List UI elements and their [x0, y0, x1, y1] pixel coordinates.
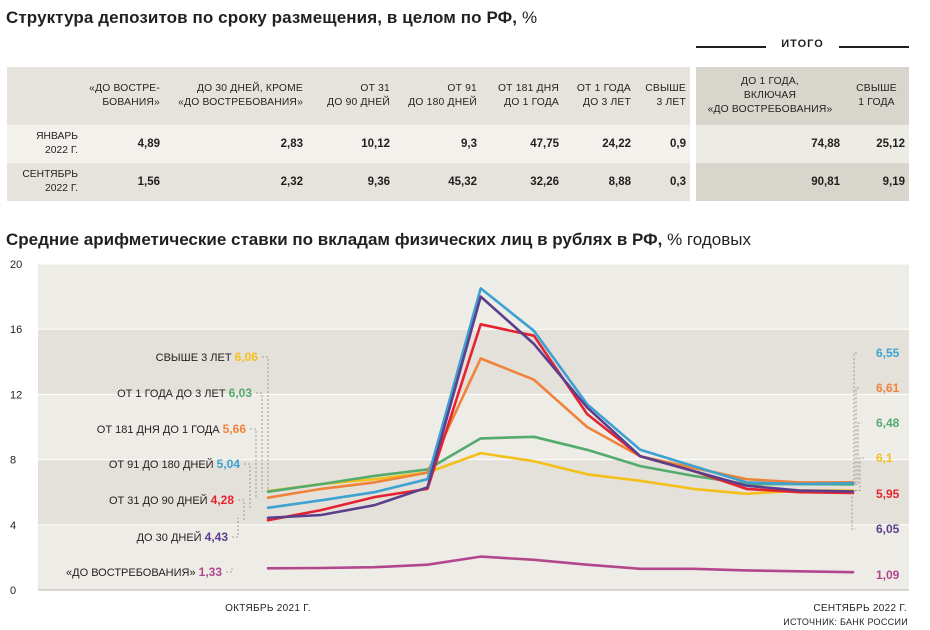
col-header: «До востре-бования» [82, 67, 164, 125]
table-cell: 24,22 [563, 125, 635, 163]
series-end-label: 1,09 [876, 568, 900, 582]
grid-band [38, 329, 909, 395]
col-header: От 91 до 180 дней [394, 67, 481, 125]
chart-title: Средние арифметические ставки по вкладам… [6, 230, 751, 249]
col-header: Свыше 1 года [844, 67, 909, 125]
series-label: СВЫШЕ 3 ЛЕТ 6,06 [156, 350, 259, 364]
series-line [266, 451, 855, 496]
itogo-header: ИТОГО [696, 38, 909, 54]
leader-line [851, 490, 856, 530]
series-label: ОТ 91 ДО 180 ДНЕЙ 5,04 [109, 457, 240, 471]
col-header: От 181 дня до 1 года [481, 67, 563, 125]
table-cell: 4,89 [82, 125, 164, 163]
y-tick-label: 12 [10, 389, 22, 401]
series-line [266, 435, 855, 493]
series-end-label: 6,1 [876, 451, 893, 465]
leader-line [262, 356, 269, 492]
leader-line [855, 422, 862, 485]
row-label: Сентябрь 2022 г. [7, 163, 82, 201]
table-cell: 9,3 [394, 125, 481, 163]
y-tick-label: 0 [10, 585, 16, 597]
col-header: До 1 года, включая «до востребования» [696, 67, 844, 125]
leader-line [226, 568, 233, 573]
y-tick-label: 16 [10, 324, 22, 336]
y-tick-label: 8 [10, 455, 16, 467]
deposit-structure-table: «До востре-бования» до 30 дней, кроме «до… [7, 67, 909, 201]
table-cell: 2,83 [164, 125, 307, 163]
leader-line [855, 387, 860, 483]
table-cell: 1,56 [82, 163, 164, 201]
col-header: От 1 года до 3 лет [563, 67, 635, 125]
table-cell: 2,32 [164, 163, 307, 201]
x-tick-label: СЕНТЯБРЬ 2022 Г. [813, 603, 907, 614]
table-cell: 0,9 [635, 125, 690, 163]
series-end-label: 6,61 [876, 381, 900, 395]
table-cell: 9,36 [307, 163, 394, 201]
col-header: Свыше 3 лет [635, 67, 690, 125]
table-unit: % [521, 8, 538, 27]
leader-line [855, 457, 864, 491]
leader-line [250, 428, 257, 498]
table-title: Структура депозитов по сроку размещения,… [6, 8, 538, 27]
series-end-label: 6,55 [876, 346, 900, 360]
series-label: ДО 30 ДНЕЙ 4,43 [137, 530, 229, 544]
series-line [266, 287, 855, 510]
leader-line [232, 517, 239, 538]
leader-line [256, 392, 263, 492]
leader-line [238, 499, 245, 521]
table-cell: 74,88 [696, 125, 844, 163]
series-label: ОТ 181 ДНЯ ДО 1 ГОДА 5,66 [97, 422, 247, 436]
table-cell: 9,19 [844, 163, 909, 201]
rates-line-chart: 0 4 8 12 16 20 ОКТЯБРЬ 2021 Г. СЕНТЯБРЬ 2022 Г.… [10, 259, 909, 614]
col-header: до 30 дней, кроме «до востребования» [164, 67, 307, 125]
series-line [266, 295, 855, 520]
table-cell: 90,81 [696, 163, 844, 201]
series-label: ОТ 31 ДО 90 ДНЕЙ 4,28 [109, 493, 234, 507]
table-cell: 25,12 [844, 125, 909, 163]
series-end-label: 6,48 [876, 416, 900, 430]
table-cell: 47,75 [481, 125, 563, 163]
x-tick-label: ОКТЯБРЬ 2021 Г. [225, 603, 311, 614]
leader-line [853, 352, 858, 484]
series-line [266, 555, 855, 574]
y-tick-label: 4 [10, 520, 16, 532]
table-cell: 45,32 [394, 163, 481, 201]
table-cell: 32,26 [481, 163, 563, 201]
table-cell: 0,3 [635, 163, 690, 201]
table-row: Январь 2022 г. 4,89 2,83 10,12 9,3 47,75 … [7, 125, 909, 163]
table-cell: 10,12 [307, 125, 394, 163]
row-label: Январь 2022 г. [7, 125, 82, 163]
y-tick-label: 20 [10, 259, 22, 271]
source-note: Источник: Банк России [783, 617, 908, 627]
itogo-label: ИТОГО [781, 38, 824, 50]
table-row: Сентябрь 2022 г. 1,56 2,32 9,36 45,32 32,… [7, 163, 909, 201]
leader-line [244, 463, 251, 508]
series-label: ОТ 1 ГОДА ДО 3 ЛЕТ 6,03 [117, 386, 252, 400]
series-label: «ДО ВОСТРЕБОВАНИЯ» 1,33 [66, 565, 222, 579]
series-end-label: 6,05 [876, 522, 900, 536]
series-line [266, 357, 855, 499]
grid-band [38, 394, 909, 460]
chart-unit: % годовых [667, 230, 751, 249]
header-empty [7, 67, 82, 125]
col-header: От 31 до 90 дней [307, 67, 394, 125]
table-cell: 8,88 [563, 163, 635, 201]
series-end-label: 5,95 [876, 487, 900, 501]
